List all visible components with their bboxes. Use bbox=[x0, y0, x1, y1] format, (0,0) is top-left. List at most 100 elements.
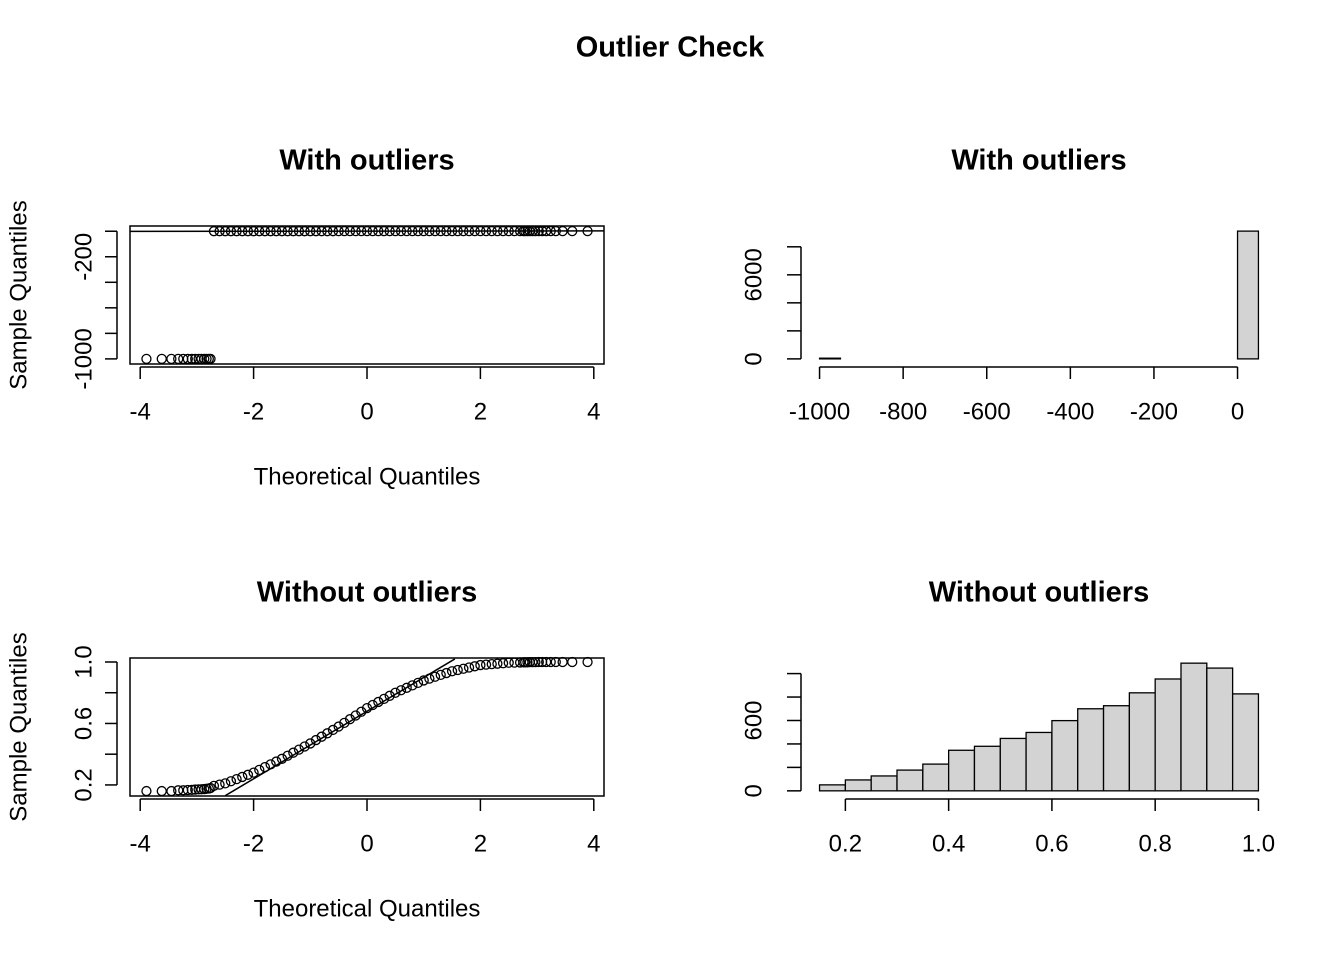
point bbox=[316, 731, 327, 742]
point bbox=[182, 784, 193, 796]
x-tick-label: -200 bbox=[1130, 398, 1178, 425]
point bbox=[254, 764, 265, 776]
x-tick-label: 0 bbox=[1231, 398, 1244, 425]
panel-title: Without outliers bbox=[929, 577, 1149, 609]
panel-title: Without outliers bbox=[257, 577, 477, 609]
y-tick-label: 0.2 bbox=[70, 768, 97, 801]
bar bbox=[1180, 662, 1208, 792]
x-tick-label: 0 bbox=[360, 830, 373, 857]
panel: With outliers -1000 -800 -600 -400 -200 0 0 6000 bbox=[740, 145, 1260, 425]
bar bbox=[947, 749, 976, 792]
point bbox=[384, 690, 395, 701]
y-tick-label: 1.0 bbox=[70, 645, 97, 678]
point bbox=[463, 662, 475, 673]
x-tick-label: -4 bbox=[130, 830, 151, 857]
point bbox=[373, 696, 384, 708]
point bbox=[282, 750, 293, 761]
x-tick-label: 2 bbox=[474, 830, 487, 857]
bar bbox=[1051, 719, 1079, 792]
point bbox=[486, 658, 497, 670]
y-tick-label: 6000 bbox=[740, 248, 767, 301]
bar bbox=[844, 779, 872, 792]
point bbox=[401, 682, 412, 693]
point bbox=[299, 741, 310, 752]
figure-title: Outlier Check bbox=[576, 32, 765, 64]
point bbox=[378, 693, 390, 705]
point bbox=[276, 753, 288, 764]
x-axis-label: Theoretical Quantiles bbox=[254, 895, 481, 922]
point bbox=[469, 661, 480, 672]
point bbox=[344, 714, 356, 725]
x-tick-label: 0.6 bbox=[1035, 830, 1068, 857]
x-axis-label: Theoretical Quantiles bbox=[254, 463, 481, 490]
point bbox=[231, 773, 242, 785]
bar bbox=[870, 775, 898, 792]
bar bbox=[1236, 230, 1260, 360]
bar bbox=[1025, 731, 1053, 792]
point bbox=[259, 761, 271, 773]
y-tick-label: 0.6 bbox=[70, 707, 97, 740]
x-tick-label: -1000 bbox=[789, 398, 850, 425]
point bbox=[441, 667, 452, 679]
point bbox=[446, 666, 458, 677]
bar bbox=[999, 737, 1027, 792]
point bbox=[350, 710, 361, 721]
point bbox=[288, 747, 299, 758]
point bbox=[305, 738, 316, 749]
point bbox=[193, 784, 204, 795]
point bbox=[248, 767, 259, 778]
x-tick-label: -400 bbox=[1046, 398, 1094, 425]
point bbox=[322, 728, 333, 739]
point bbox=[492, 658, 503, 669]
bar bbox=[818, 357, 842, 360]
x-tick-label: 0 bbox=[360, 398, 373, 425]
bar bbox=[818, 784, 847, 792]
point bbox=[265, 759, 276, 770]
point bbox=[429, 671, 441, 682]
x-tick-label: -2 bbox=[243, 398, 264, 425]
y-tick-label: 0 bbox=[740, 784, 767, 797]
bar bbox=[922, 763, 950, 792]
point bbox=[475, 659, 486, 671]
panel-title: With outliers bbox=[279, 145, 454, 177]
panel: Without outliers 0.2 0.4 0.6 0.8 1.0 0 600 bbox=[740, 577, 1275, 858]
bar bbox=[1154, 678, 1182, 792]
point bbox=[242, 769, 254, 780]
reference-line bbox=[224, 658, 456, 796]
point bbox=[435, 669, 446, 681]
plot-box bbox=[129, 657, 605, 797]
point bbox=[367, 699, 378, 711]
y-tick-label: 0 bbox=[740, 352, 767, 365]
y-axis-label: Sample Quantiles bbox=[5, 632, 32, 821]
y-tick-label: -200 bbox=[70, 233, 97, 281]
point bbox=[208, 780, 220, 792]
point bbox=[220, 778, 231, 789]
x-tick-label: 4 bbox=[587, 398, 600, 425]
y-axis-label: Sample Quantiles bbox=[5, 200, 32, 389]
point bbox=[407, 680, 418, 691]
point bbox=[339, 717, 350, 729]
point bbox=[424, 673, 435, 684]
bar bbox=[1077, 708, 1105, 792]
bar bbox=[973, 745, 1001, 792]
x-tick-label: 1.0 bbox=[1242, 830, 1275, 857]
point bbox=[237, 771, 248, 783]
x-tick-label: -2 bbox=[243, 830, 264, 857]
point bbox=[333, 721, 344, 732]
y-tick-label: -1000 bbox=[70, 328, 97, 389]
point bbox=[356, 706, 367, 717]
panel: With outliers Theoretical Quantiles Sample… bbox=[5, 145, 605, 490]
bar bbox=[1128, 692, 1156, 792]
point bbox=[293, 744, 305, 755]
x-tick-label: 0.2 bbox=[829, 830, 862, 857]
x-tick-label: -4 bbox=[130, 398, 151, 425]
bar bbox=[896, 769, 924, 792]
point bbox=[395, 685, 407, 696]
point bbox=[361, 702, 373, 714]
x-tick-label: 4 bbox=[587, 830, 600, 857]
point bbox=[418, 675, 429, 686]
point bbox=[310, 734, 322, 746]
